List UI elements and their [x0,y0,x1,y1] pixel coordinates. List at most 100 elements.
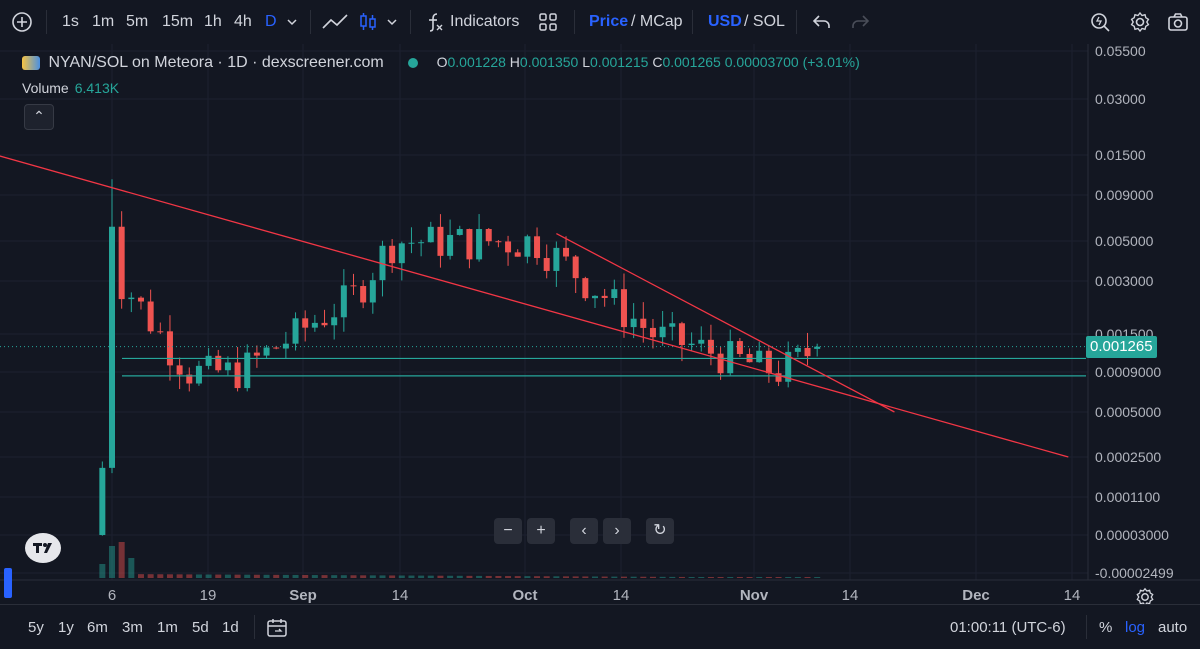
range-1m[interactable]: 1m [157,619,178,636]
range-3m[interactable]: 3m [122,619,143,636]
volume-bar [302,575,309,578]
volume-bar [649,576,656,578]
volume-bar [331,575,338,578]
candle-body [495,241,502,243]
log-toggle[interactable]: log [1125,619,1146,636]
clock-time[interactable]: 01:00:11 (UTC-6) [950,619,1066,636]
percent-toggle[interactable]: % [1099,619,1113,636]
volume-bar [157,574,164,578]
collapse-legend-button[interactable]: ⌃ [24,104,54,130]
candle-body [775,373,782,382]
zoom-out-button[interactable]: − [494,518,522,544]
interval-1h[interactable]: 1h [204,13,222,30]
volume-bar [321,575,328,578]
line-chart-icon[interactable] [320,10,350,34]
volume-bar [794,577,801,578]
redo-icon[interactable] [848,10,872,34]
volume-bar [620,576,627,578]
market-status-icon [408,57,419,68]
candle-body [99,467,106,535]
reset-chart-button[interactable]: ↻ [646,518,674,544]
candle-body [514,252,521,257]
function-icon[interactable] [422,10,446,34]
usd-toggle[interactable]: USD [708,13,742,30]
undo-icon[interactable] [810,10,834,34]
quick-search-icon[interactable] [1088,10,1112,34]
candle-body [553,247,560,271]
candle-body [678,323,685,346]
volume-bar [601,576,608,578]
volume-bar [495,576,502,578]
interval-15m[interactable]: 15m [162,13,194,30]
scroll-right-button[interactable]: › [603,518,631,544]
volume-bar [234,574,241,578]
volume-bar [195,574,202,578]
candle-body [137,297,144,302]
trend-line[interactable] [0,155,1069,458]
scroll-left-button[interactable]: ‹ [570,518,598,544]
candle-body [543,258,550,271]
trend-line[interactable] [556,232,895,413]
calendar-goto-icon[interactable] [266,617,288,639]
sol-toggle[interactable]: / SOL [744,13,785,30]
candle-body [620,289,627,328]
layout-grid-icon[interactable] [536,10,560,34]
y-tick-label: 0.01500 [1095,147,1146,163]
volume-bar [128,558,135,578]
candle-body [804,347,811,357]
indicators-button[interactable]: Indicators [450,13,520,30]
volume-bar [147,574,154,578]
candle-body [118,226,125,300]
range-1d[interactable]: 1d [222,619,239,636]
candle-body [302,318,309,328]
range-5d[interactable]: 5d [192,619,209,636]
bottom-toolbar: 5y 1y 6m 3m 1m 5d 1d 01:00:11 (UTC-6) % … [0,604,1200,649]
range-6m[interactable]: 6m [87,619,108,636]
y-tick-label: -0.00002499 [1095,565,1174,581]
price-toggle[interactable]: Price [589,13,629,30]
candle-body [379,245,386,281]
plus-circle-icon[interactable] [10,10,34,34]
volume-bar [360,575,367,578]
range-1y[interactable]: 1y [58,619,74,636]
interval-5m[interactable]: 5m [126,13,149,30]
chart-legend: NYAN/SOL on Meteora · 1D · dexscreener.c… [22,54,860,72]
symbol-title[interactable]: NYAN/SOL on Meteora · 1D · dexscreener.c… [48,54,384,71]
volume-bar [224,574,231,578]
volume-bar [514,576,521,578]
zoom-in-button[interactable]: + [527,518,555,544]
interval-1s[interactable]: 1s [62,13,79,30]
candle-body [244,352,251,389]
candle-body [466,229,473,260]
volume-bar [215,574,222,578]
interval-4h[interactable]: 4h [234,13,252,30]
auto-toggle[interactable]: auto [1158,619,1188,636]
candle-body [572,256,579,279]
x-tick-label: 19 [200,587,217,604]
settings-gear-icon[interactable] [1128,10,1152,34]
candle-body [369,280,376,303]
tradingview-logo-icon[interactable] [24,532,62,564]
volume-bar [282,574,289,578]
interval-1m[interactable]: 1m [92,13,115,30]
camera-icon[interactable] [1166,10,1190,34]
candle-body [147,301,154,332]
expand-panel-button[interactable] [4,568,12,598]
chevron-down-icon[interactable] [284,10,300,34]
volume-value: 6.413K [74,80,120,96]
range-5y[interactable]: 5y [28,619,44,636]
chevron-down-icon[interactable] [384,10,400,34]
interval-d[interactable]: D [265,13,277,30]
x-tick-label: Oct [512,587,537,604]
volume-bar [263,574,270,578]
candle-body [282,343,289,349]
y-tick-label: 0.003000 [1095,273,1154,289]
mcap-toggle[interactable]: / MCap [631,13,683,30]
volume-bar [698,577,705,578]
candle-body [253,352,260,356]
candle-body [476,229,483,260]
volume-bar [418,575,425,578]
candles-icon[interactable] [356,10,380,34]
x-tick-label: 14 [1064,587,1081,604]
